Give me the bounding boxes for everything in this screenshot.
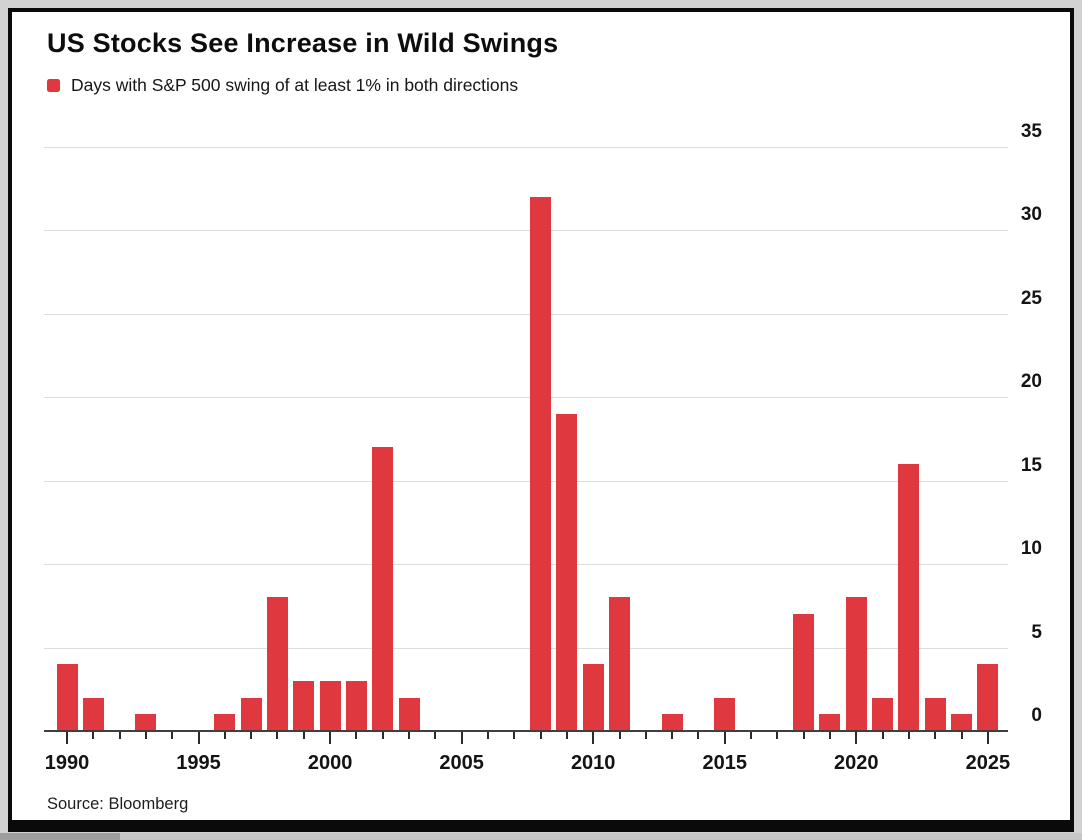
x-tick-2004 xyxy=(434,732,437,739)
bar-2023 xyxy=(924,697,946,731)
x-tick-2011 xyxy=(618,732,621,739)
x-tick-2024 xyxy=(960,732,963,739)
bar-2000 xyxy=(319,680,341,731)
bar-2019 xyxy=(819,714,841,731)
x-axis-label-2000: 2000 xyxy=(307,752,353,774)
gridline-25 xyxy=(44,313,1008,315)
bar-2018 xyxy=(793,614,815,731)
x-axis-label-2015: 2015 xyxy=(702,752,748,774)
gridline-10 xyxy=(44,564,1008,565)
bar-1991 xyxy=(82,697,104,731)
x-axis-line xyxy=(44,730,1008,732)
x-tick-1992 xyxy=(118,732,121,739)
x-axis-label-2010: 2010 xyxy=(570,752,616,774)
x-tick-1999 xyxy=(302,732,305,739)
bar-2015 xyxy=(714,697,736,731)
y-axis-label-10: 10 xyxy=(1020,538,1042,559)
bar-1996 xyxy=(214,714,236,731)
bar-1993 xyxy=(135,714,157,731)
legend-label: Days with S&P 500 swing of at least 1% i… xyxy=(71,75,519,95)
x-axis-label-1990: 1990 xyxy=(44,752,90,774)
bar-2020 xyxy=(845,597,867,731)
gridline-20 xyxy=(44,397,1008,398)
x-tick-2013 xyxy=(671,732,674,739)
bar-2003 xyxy=(398,697,420,731)
chart-panel: US Stocks See Increase in Wild Swings Da… xyxy=(12,12,1070,820)
x-axis-label-2005: 2005 xyxy=(439,752,484,774)
x-tick-2018 xyxy=(802,732,805,739)
x-tick-2005 xyxy=(460,732,463,744)
bar-1999 xyxy=(293,680,315,731)
bar-1990 xyxy=(56,664,78,731)
bar-2013 xyxy=(661,714,683,731)
x-tick-2002 xyxy=(381,732,384,739)
x-tick-1995 xyxy=(197,732,200,744)
y-axis-label-35: 35 xyxy=(1020,120,1042,142)
gridline-15 xyxy=(44,480,1008,482)
x-tick-2003 xyxy=(408,732,411,739)
x-tick-2017 xyxy=(776,732,779,739)
x-tick-1997 xyxy=(250,732,253,739)
source-caption: Source: Bloomberg xyxy=(47,795,189,813)
bar-2010 xyxy=(582,664,604,731)
x-tick-2008 xyxy=(539,732,542,739)
x-tick-2012 xyxy=(644,732,647,739)
x-tick-2022 xyxy=(907,732,910,739)
x-tick-2021 xyxy=(881,732,884,739)
x-tick-2007 xyxy=(513,732,516,739)
x-tick-2006 xyxy=(486,732,489,739)
bar-1997 xyxy=(240,697,262,731)
x-tick-2019 xyxy=(828,732,831,739)
gridline-5 xyxy=(44,647,1008,649)
bar-2024 xyxy=(951,714,973,731)
y-axis-label-5: 5 xyxy=(1031,621,1042,643)
y-axis-label-25: 25 xyxy=(1020,287,1042,309)
x-tick-2023 xyxy=(934,732,937,739)
x-axis-label-2020: 2020 xyxy=(834,752,879,774)
y-axis-label-20: 20 xyxy=(1020,371,1042,392)
x-tick-2010 xyxy=(592,732,595,744)
x-tick-2025 xyxy=(986,732,989,744)
x-tick-1991 xyxy=(92,732,95,739)
gridline-35 xyxy=(44,146,1008,148)
bottom-strip xyxy=(0,833,1082,840)
bar-2009 xyxy=(556,413,578,731)
bar-2002 xyxy=(372,447,394,731)
x-axis-label-1995: 1995 xyxy=(176,752,221,774)
legend-marker-icon xyxy=(47,79,60,92)
chart-title: US Stocks See Increase in Wild Swings xyxy=(47,28,559,58)
x-tick-2020 xyxy=(855,732,858,744)
x-tick-2014 xyxy=(697,732,700,739)
x-tick-1993 xyxy=(144,732,147,739)
y-axis-label-15: 15 xyxy=(1020,454,1042,476)
y-axis-label-30: 30 xyxy=(1020,204,1042,225)
bar-2001 xyxy=(345,680,367,731)
x-tick-2000 xyxy=(329,732,332,744)
x-tick-2016 xyxy=(750,732,753,739)
x-tick-2015 xyxy=(723,732,726,744)
legend: Days with S&P 500 swing of at least 1% i… xyxy=(47,75,518,96)
gridline-30 xyxy=(44,230,1008,231)
bar-2011 xyxy=(609,597,630,731)
bar-2025 xyxy=(977,664,999,731)
x-tick-1994 xyxy=(171,732,174,739)
chart-frame: US Stocks See Increase in Wild Swings Da… xyxy=(8,8,1074,832)
x-tick-1990 xyxy=(66,732,68,744)
x-tick-1996 xyxy=(223,732,226,739)
bar-2022 xyxy=(898,463,920,731)
x-tick-2009 xyxy=(565,732,568,739)
x-tick-2001 xyxy=(355,732,358,739)
x-tick-1998 xyxy=(276,732,279,739)
bottom-strip-segment xyxy=(0,833,120,840)
bar-1998 xyxy=(266,597,288,731)
x-axis-label-2025: 2025 xyxy=(965,752,1011,774)
y-axis-label-0: 0 xyxy=(1031,705,1042,726)
bar-2021 xyxy=(872,697,894,731)
bar-2008 xyxy=(530,196,552,731)
